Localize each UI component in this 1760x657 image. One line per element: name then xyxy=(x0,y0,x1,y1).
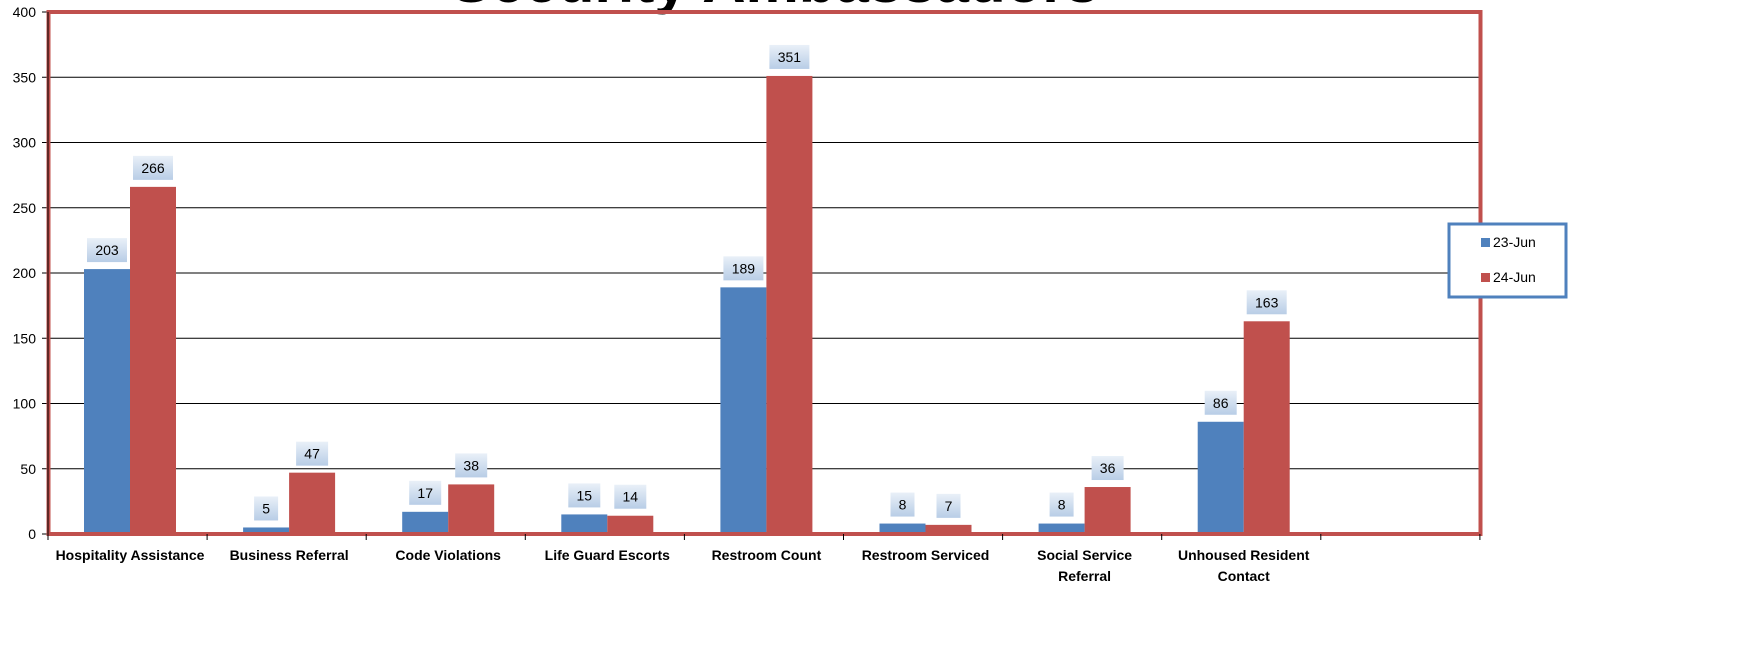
data-label: 203 xyxy=(95,242,119,258)
data-label: 8 xyxy=(899,497,907,513)
legend-label: 23-Jun xyxy=(1493,234,1536,250)
bar-23-Jun-1 xyxy=(243,527,290,534)
data-label-bg xyxy=(254,496,279,521)
bar-24-Jun-7 xyxy=(1243,321,1290,534)
data-label: 17 xyxy=(417,485,433,501)
category-label: Unhoused Resident Contact xyxy=(1178,547,1310,584)
y-tick-label: 0 xyxy=(28,526,36,542)
data-label: 86 xyxy=(1213,395,1229,411)
category-label: Restroom Serviced xyxy=(862,547,990,563)
data-label-bg xyxy=(723,256,764,281)
bar-23-Jun-4 xyxy=(720,287,767,534)
category-label: Social Service Referral xyxy=(1037,547,1132,584)
category-label: Restroom Count xyxy=(712,547,822,563)
data-label: 351 xyxy=(778,49,802,65)
data-label: 15 xyxy=(577,487,593,503)
legend-swatch xyxy=(1481,238,1490,247)
legend-label: 24-Jun xyxy=(1493,269,1536,285)
category-label: Business Referral xyxy=(230,547,349,563)
data-label: 5 xyxy=(262,500,270,516)
bar-24-Jun-0 xyxy=(130,186,176,534)
y-tick-label: 50 xyxy=(20,461,36,477)
data-label-bg xyxy=(455,453,488,478)
data-label-bg xyxy=(1204,390,1237,415)
bar-24-Jun-4 xyxy=(766,75,813,534)
y-tick-label: 100 xyxy=(13,396,37,412)
bar-23-Jun-3 xyxy=(561,514,608,534)
bar-23-Jun-5 xyxy=(879,523,926,534)
bar-24-Jun-3 xyxy=(607,515,654,534)
data-label-bg xyxy=(936,493,961,518)
data-label-bg xyxy=(1049,492,1074,517)
legend-box xyxy=(1447,222,1568,299)
bar-24-Jun-6 xyxy=(1084,487,1131,534)
data-label: 38 xyxy=(463,457,479,473)
data-label: 163 xyxy=(1255,294,1279,310)
y-tick-label: 250 xyxy=(13,200,37,216)
y-tick-label: 400 xyxy=(13,4,37,20)
data-label-bg xyxy=(409,480,442,505)
data-label: 189 xyxy=(732,260,756,276)
data-label: 14 xyxy=(623,489,639,505)
y-tick-label: 350 xyxy=(13,69,37,85)
y-tick-label: 200 xyxy=(13,265,37,281)
bar-23-Jun-2 xyxy=(402,511,449,534)
category-label: Code Violations xyxy=(395,547,501,563)
data-label-bg xyxy=(890,492,915,517)
category-label: Life Guard Escorts xyxy=(545,547,670,563)
data-label: 36 xyxy=(1100,460,1116,476)
bar-24-Jun-2 xyxy=(448,484,495,534)
category-label: Hospitality Assistance xyxy=(56,547,205,563)
bar-23-Jun-6 xyxy=(1038,523,1085,534)
bar-23-Jun-7 xyxy=(1197,421,1244,534)
bar-23-Jun-0 xyxy=(84,269,130,534)
bar-24-Jun-5 xyxy=(925,524,972,534)
data-label-bg xyxy=(1246,290,1287,315)
data-label: 47 xyxy=(304,446,320,462)
data-label-bg xyxy=(133,155,173,180)
data-label: 8 xyxy=(1058,497,1066,513)
y-tick-label: 300 xyxy=(13,135,37,151)
legend-swatch xyxy=(1481,273,1490,282)
data-label-bg xyxy=(1091,456,1124,481)
data-label: 7 xyxy=(945,498,953,514)
data-label-bg xyxy=(568,483,601,508)
y-tick-label: 150 xyxy=(13,330,37,346)
data-label-bg xyxy=(614,484,647,509)
bar-24-Jun-1 xyxy=(289,472,336,534)
data-label-bg xyxy=(87,238,127,263)
data-label: 266 xyxy=(141,160,165,176)
data-label-bg xyxy=(769,44,810,69)
data-label-bg xyxy=(296,441,329,466)
